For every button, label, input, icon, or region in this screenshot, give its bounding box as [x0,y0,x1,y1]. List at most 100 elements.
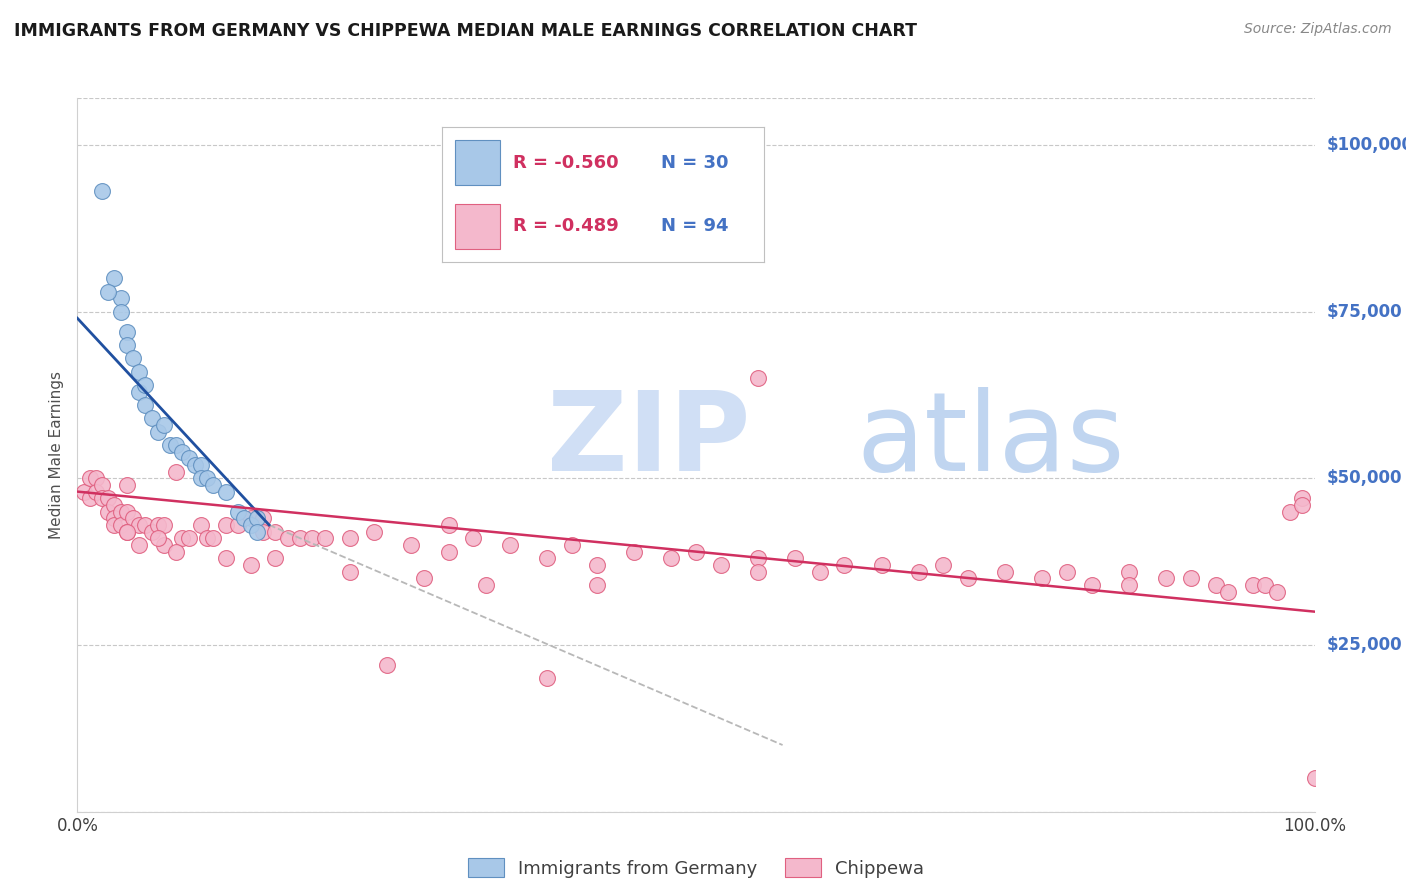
Point [195,531,218,545]
Point [177,531,200,545]
Point [122,511,145,525]
Point [932,558,955,572]
Point [659,551,682,566]
Text: IMMIGRANTS FROM GERMANY VS CHIPPEWA MEDIAN MALE EARNINGS CORRELATION CHART: IMMIGRANTS FROM GERMANY VS CHIPPEWA MEDI… [14,22,917,40]
Point [1081,578,1104,592]
Point [128,365,150,379]
Point [110,304,132,318]
Point [91,478,114,492]
Point [141,411,163,425]
Point [165,438,187,452]
Point [202,531,225,545]
Point [115,338,138,352]
Point [1291,498,1313,512]
Point [153,518,176,533]
Text: ZIP: ZIP [547,387,751,494]
Point [115,524,138,539]
Point [957,571,980,585]
Text: N = 94: N = 94 [661,218,728,235]
Point [314,531,336,545]
Point [246,511,269,525]
Point [91,491,114,506]
Point [586,558,609,572]
Point [808,565,831,579]
Bar [456,204,501,249]
Point [172,444,194,458]
Point [215,551,238,566]
Text: $100,000: $100,000 [1327,136,1406,153]
Text: $50,000: $50,000 [1327,469,1402,487]
Point [110,518,132,533]
Point [1205,578,1227,592]
Point [239,511,262,525]
Point [146,425,169,439]
Point [115,524,138,539]
Point [710,558,733,572]
Point [165,544,187,558]
Point [437,518,460,533]
Point [153,538,176,552]
Point [1291,491,1313,506]
Point [1303,772,1326,786]
Point [412,571,434,585]
Y-axis label: Median Male Earnings: Median Male Earnings [49,371,65,539]
Point [172,531,194,545]
Point [215,484,238,499]
Point [1154,571,1177,585]
Point [870,558,893,572]
Text: R = -0.489: R = -0.489 [513,218,619,235]
Point [1118,578,1140,592]
Point [1056,565,1078,579]
Point [202,478,225,492]
Point [91,185,114,199]
Point [375,658,398,673]
Point [190,471,212,485]
Text: atlas: atlas [856,387,1125,494]
Text: $75,000: $75,000 [1327,302,1403,320]
Point [264,551,287,566]
Point [177,451,200,466]
Point [339,565,361,579]
Point [226,518,249,533]
Point [1241,578,1264,592]
Legend: Immigrants from Germany, Chippewa: Immigrants from Germany, Chippewa [461,851,931,885]
Point [128,538,150,552]
Point [747,551,769,566]
Point [1254,578,1277,592]
Point [128,384,150,399]
Point [239,558,262,572]
Bar [456,140,501,185]
Point [215,518,238,533]
Point [84,484,107,499]
Point [747,371,769,385]
Point [115,505,138,519]
Point [252,524,274,539]
Point [134,398,156,412]
Point [103,511,125,525]
Point [122,351,145,366]
Point [226,505,249,519]
Point [1267,584,1289,599]
Point [288,531,311,545]
Point [994,565,1017,579]
Point [586,578,609,592]
Point [1278,505,1301,519]
Point [115,325,138,339]
Point [239,518,262,533]
Point [79,491,101,506]
Point [103,498,125,512]
Point [499,538,522,552]
Text: R = -0.560: R = -0.560 [513,153,619,171]
Point [103,271,125,285]
Point [146,518,169,533]
Point [190,518,212,533]
Point [184,458,207,472]
Point [463,531,485,545]
Point [190,458,212,472]
Point [72,484,94,499]
Point [159,438,181,452]
Point [97,505,120,519]
Point [103,518,125,533]
Point [252,511,274,525]
Point [1118,565,1140,579]
